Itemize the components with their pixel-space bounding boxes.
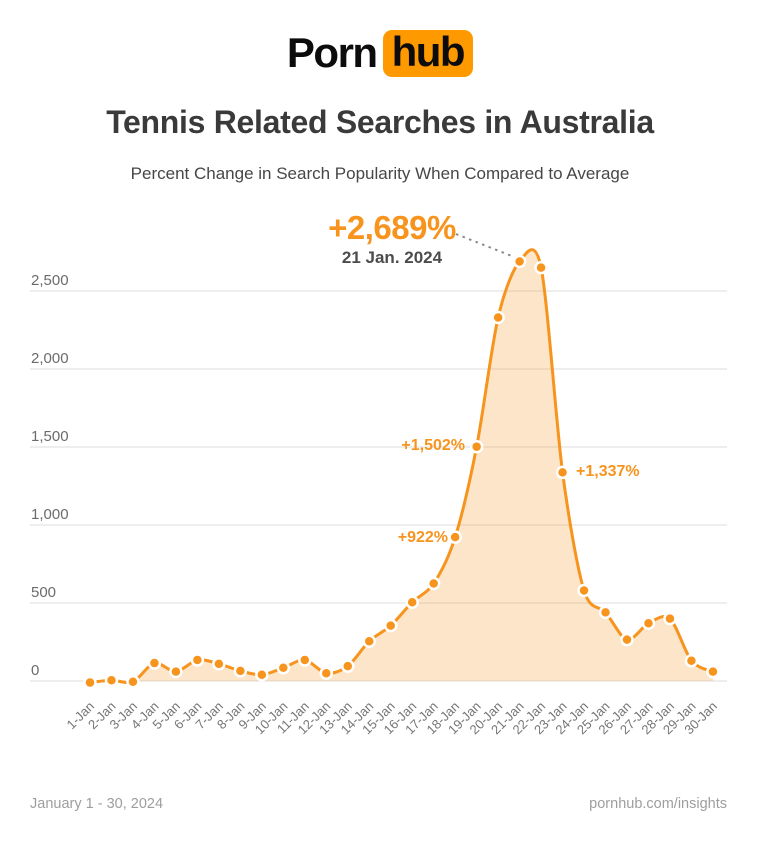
data-point-21-Jan [512,254,527,269]
data-points [83,254,720,690]
data-point-11-Jan [298,653,312,667]
data-point-29-Jan [684,653,699,668]
date-range: January 1 - 30, 2024 [30,796,164,812]
logo-text-porn: Porn [286,29,378,77]
y-tick-label: 1,000 [31,506,69,523]
gridlines: 0 500 1,000 1,500 2,000 2,500 [30,272,727,682]
insights-url: pornhub.com/insights [589,796,727,812]
data-point-6-Jan [190,653,205,667]
data-point-3-Jan [126,675,140,689]
y-tick-label: 2,000 [31,350,69,367]
dashed-connector [455,233,511,257]
y-tick-label: 2,500 [31,272,69,289]
data-point-23-Jan [555,465,570,480]
data-point-15-Jan [383,618,398,633]
data-point-16-Jan [405,595,419,609]
page-subtitle: Percent Change in Search Popularity When… [130,164,630,183]
data-point-19-Jan [469,439,484,454]
data-point-9-Jan [255,668,269,682]
data-point-24-Jan [577,583,591,598]
y-tick-label: 0 [31,662,39,679]
data-point-13-Jan [341,659,355,673]
annotation-label-19-jan: +1,502% [401,437,465,454]
data-point-8-Jan [233,664,248,678]
pornhub-logo: Porn hub [0,29,760,78]
data-point-5-Jan [169,664,183,679]
logo-text-hub: hub [382,29,474,78]
peak-date-label: 21 Jan. 2024 [341,248,443,267]
x-axis-labels: 1-Jan2-Jan3-Jan4-Jan5-Jan6-Jan7-Jan8-Jan… [64,699,721,738]
data-point-25-Jan [598,605,613,620]
data-point-10-Jan [276,660,291,675]
y-tick-label: 500 [31,584,56,601]
data-point-26-Jan [620,632,634,647]
data-point-4-Jan [147,656,162,670]
data-point-27-Jan [641,616,656,631]
data-point-7-Jan [212,657,226,671]
data-point-14-Jan [362,634,376,648]
data-point-12-Jan [319,666,334,680]
area-fill [90,249,713,683]
data-point-28-Jan [663,611,677,626]
data-point-20-Jan [491,310,505,325]
data-point-1-Jan [83,675,97,690]
peak-annotation: +2,689% 21 Jan. 2024 [303,209,481,268]
annotation-label-23-jan: +1,337% [576,463,640,480]
data-point-18-Jan [448,530,462,544]
y-tick-label: 1,500 [31,428,69,445]
page-title: Tennis Related Searches in Australia [106,104,654,140]
data-point-22-Jan [534,260,548,275]
annotation-label-18-jan: +922% [397,529,448,546]
peak-value-label: +2,689% [328,209,456,246]
data-point-30-Jan [706,664,720,679]
data-point-17-Jan [426,576,441,591]
data-point-2-Jan [104,673,119,687]
